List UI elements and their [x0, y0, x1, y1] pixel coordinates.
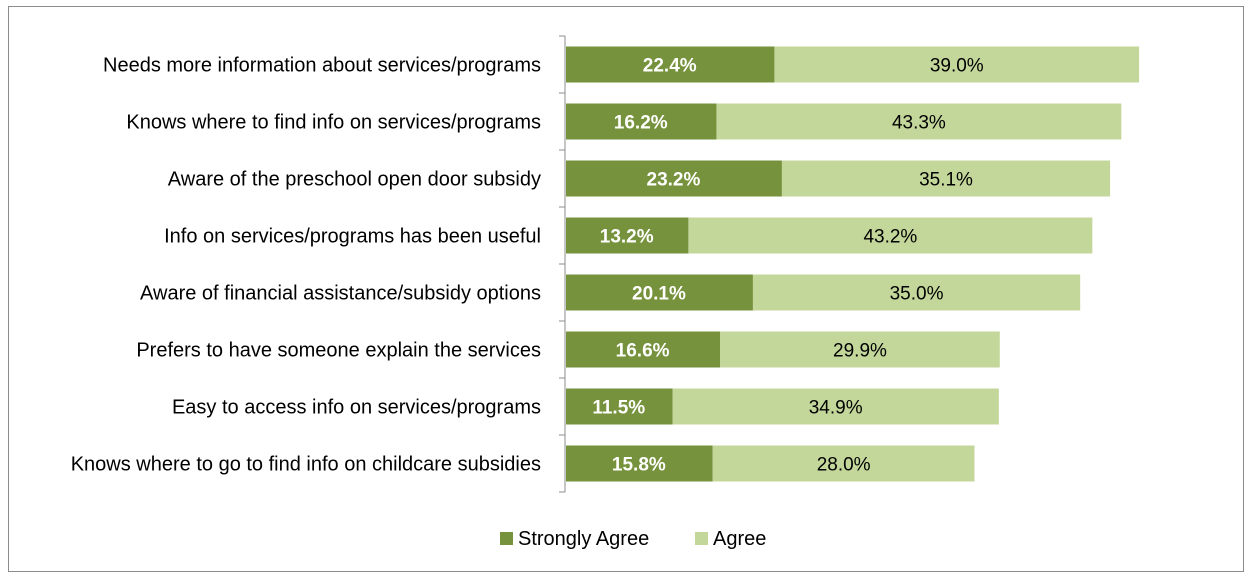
- bar-strongly-agree: [566, 388, 673, 425]
- legend: Strongly Agree Agree: [500, 528, 766, 550]
- data-label-strongly-agree: 11.5%: [592, 398, 645, 419]
- data-label-agree: 35.0%: [890, 284, 944, 305]
- bar-agree: [720, 331, 1000, 368]
- bar-strongly-agree: [566, 331, 721, 368]
- legend-label-agree: Agree: [713, 528, 766, 550]
- data-label-strongly-agree: 23.2%: [647, 170, 701, 191]
- legend-label-strongly-agree: Strongly Agree: [518, 528, 649, 550]
- data-label-agree: 39.0%: [930, 56, 984, 77]
- bar-agree: [781, 160, 1111, 197]
- bar-agree: [716, 103, 1122, 140]
- bar-strongly-agree: [566, 160, 782, 197]
- bar-strongly-agree: [566, 217, 689, 254]
- bar-agree: [774, 46, 1140, 83]
- data-label-agree: 35.1%: [919, 170, 973, 191]
- bars: 22.4% 39.0% 16.2% 43.3% 23.2% 35.1% 13.2% 43.2%…: [566, 46, 1140, 482]
- category-label: Easy to access info on services/programs: [172, 397, 541, 419]
- category-label: Knows where to find info on services/pro…: [126, 112, 541, 134]
- stacked-bar-chart: Needs more information about services/pr…: [71, 35, 1140, 550]
- data-label-strongly-agree: 22.4%: [643, 56, 697, 77]
- data-label-agree: 43.2%: [863, 227, 917, 248]
- data-label-strongly-agree: 15.8%: [612, 455, 666, 476]
- category-labels: Needs more information about services/pr…: [71, 55, 541, 476]
- data-label-strongly-agree: 20.1%: [632, 284, 686, 305]
- data-label-strongly-agree: 13.2%: [600, 227, 654, 248]
- category-label: Prefers to have someone explain the serv…: [136, 340, 541, 362]
- chart-frame: Needs more information about services/pr…: [8, 6, 1244, 572]
- data-label-agree: 34.9%: [809, 398, 863, 419]
- category-axis: [559, 35, 566, 493]
- bar-strongly-agree: [566, 103, 717, 140]
- category-label: Needs more information about services/pr…: [103, 55, 541, 77]
- bar-strongly-agree: [566, 274, 753, 311]
- legend-swatch-agree: [695, 532, 708, 545]
- bar-agree: [688, 217, 1093, 254]
- data-label-strongly-agree: 16.6%: [616, 341, 670, 362]
- category-label: Aware of the preschool open door subsidy: [168, 169, 541, 191]
- bar-strongly-agree: [566, 46, 775, 83]
- data-label-agree: 43.3%: [892, 113, 946, 134]
- data-label-strongly-agree: 16.2%: [614, 113, 668, 134]
- bar-strongly-agree: [566, 445, 713, 482]
- legend-swatch-strongly-agree: [500, 532, 513, 545]
- data-label-agree: 29.9%: [833, 341, 887, 362]
- category-label: Aware of financial assistance/subsidy op…: [140, 283, 541, 305]
- data-label-agree: 28.0%: [817, 455, 871, 476]
- bar-agree: [712, 445, 975, 482]
- bar-agree: [672, 388, 999, 425]
- category-label: Knows where to go to find info on childc…: [71, 454, 541, 476]
- bar-agree: [752, 274, 1081, 311]
- category-label: Info on services/programs has been usefu…: [164, 226, 541, 248]
